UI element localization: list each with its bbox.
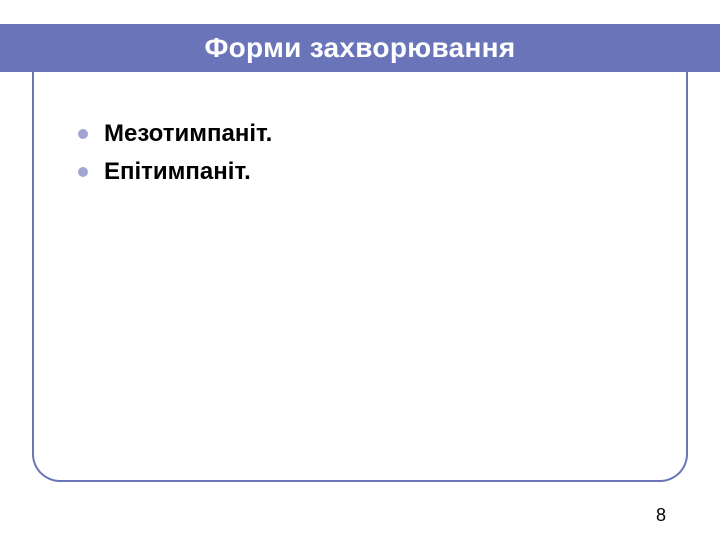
list-item: Мезотимпаніт. [78, 120, 642, 148]
title-band: Форми захворювання [0, 24, 720, 72]
page-number: 8 [656, 505, 666, 526]
content-frame: Мезотимпаніт. Епітимпаніт. [32, 72, 688, 482]
bullet-text: Епітимпаніт. [104, 158, 251, 186]
bullet-text: Мезотимпаніт. [104, 120, 272, 148]
bullet-icon [78, 129, 88, 139]
bullet-list: Мезотимпаніт. Епітимпаніт. [78, 120, 642, 186]
bullet-icon [78, 167, 88, 177]
list-item: Епітимпаніт. [78, 158, 642, 186]
slide-title: Форми захворювання [204, 32, 515, 64]
